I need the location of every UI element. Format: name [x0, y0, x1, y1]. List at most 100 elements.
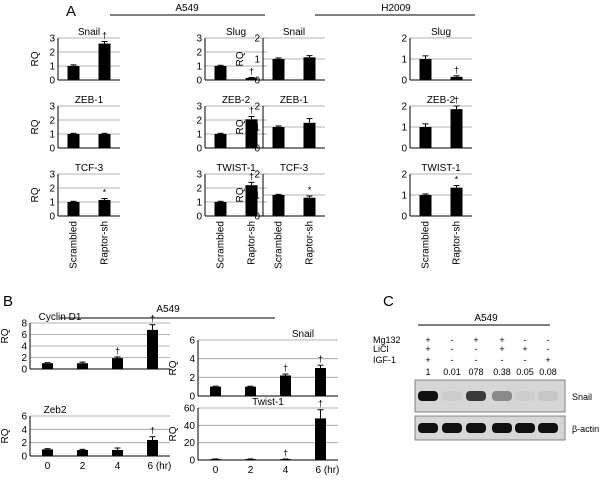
- panel-a-h2009-zeb-1-chart: 0 1 2 ZEB-1 RQ: [235, 95, 325, 155]
- panel-a-a549-slug-chart-tick-label: 3: [196, 34, 202, 45]
- panel-c-treatment-mark: -: [524, 335, 527, 345]
- panel-a-a549-tcf-3-chart-title: TCF-3: [75, 163, 104, 174]
- panel-a-a549-zeb-1-chart-tick-label: 2: [49, 116, 55, 127]
- panel-b-x-tick-label: 4: [283, 465, 289, 476]
- panel-b-cyclin-d1-chart-y-label: RQ: [0, 328, 11, 343]
- panel-a-a549-zeb-2-chart-tick-label: 1: [196, 130, 202, 141]
- panel-a-a549-zeb-2-chart-tick-label: 3: [196, 102, 202, 113]
- panel-a-a549-tcf-3-chart-tick-label: 1: [49, 198, 55, 209]
- panel-a-a549-zeb-2-chart-bar-1: [245, 119, 258, 148]
- panel-c-blot-band: [466, 423, 486, 433]
- panel-a-a549-slug-chart-tick-label: 2: [196, 48, 202, 59]
- panel-b-cyclin-d1-chart-tick-label: 8: [21, 319, 27, 330]
- panel-c-blot-band: [538, 391, 558, 401]
- panel-b-cyclin-d1-chart-tick-label: 6: [21, 330, 27, 341]
- panel-b-zeb2-chart-bar-1: [77, 450, 88, 456]
- panel-c-treatment-mark: +: [499, 335, 504, 345]
- panel-a-a549-zeb-1-chart-tick-label: 0: [49, 144, 55, 155]
- panel-a-a549-snail-chart-tick-label: 3: [49, 34, 55, 45]
- panel-a-a549-zeb-1-chart-tick-label: 3: [49, 102, 55, 113]
- panel-b-x-tick-label: 0: [45, 461, 51, 472]
- panel-b-snail-chart-tick-label: 2: [189, 373, 195, 384]
- panel-a-a549-twist-1-chart-tick-label: 1: [196, 198, 202, 209]
- panel-c-treatment-label: Mg132: [373, 335, 401, 345]
- panel-a-h2009-zeb-2-chart-tick-label: 0: [401, 144, 407, 155]
- panel-b-zeb2-chart-bar-3: [147, 440, 158, 456]
- panel-a-a549-tcf-3-chart-bar-1: [98, 199, 111, 216]
- panel-c-treatment-mark: +: [545, 355, 550, 365]
- panel-a-h2009-zeb-2-chart: 0 1 2 ZEB-2†: [401, 95, 472, 155]
- panel-b-x-tick-label: 2: [80, 461, 86, 472]
- panel-c-treatment-mark: -: [475, 344, 478, 354]
- panel-c-quant-value: 0.38: [493, 367, 511, 377]
- panel-a-a549-zeb-2-chart: 0 1 2 3 ZEB-2†: [196, 95, 267, 155]
- panel-a-a549-slug-chart-bar-1: [245, 77, 258, 80]
- panel-b-snail-chart-tick-label: 0: [189, 392, 195, 403]
- panel-a-a549-tcf-3-chart-significance-mark-1: *: [103, 188, 107, 198]
- panel-c-treatment-mark: -: [547, 344, 550, 354]
- panel-b-snail-chart-tick-label: 4: [189, 354, 195, 365]
- panel-a-h2009-zeb-2-chart-bar-1: [450, 109, 463, 148]
- panel-b-twist-1-chart-significance-mark-2: †: [283, 448, 288, 458]
- panel-b-zeb2-chart-y-label: RQ: [0, 428, 11, 443]
- panel-b-snail-chart-tick-label: 6: [189, 336, 195, 347]
- panel-b-header: A549: [156, 304, 180, 315]
- panel-a-h2009-slug-chart-significance-mark-1: †: [454, 65, 459, 75]
- panel-b-x-tick-label: 6 (hr): [148, 461, 172, 472]
- panel-b-snail-chart-bar-0: [210, 386, 221, 396]
- panel-c-treatment-mark: +: [425, 335, 430, 345]
- panel-b-twist-1-chart-tick-label: 20: [184, 438, 196, 449]
- panel-b-cyclin-d1-chart-bar-0: [42, 363, 53, 369]
- panel-b-snail-chart-y-label: RQ: [168, 360, 179, 375]
- panel-b-cyclin-d1-chart-bar-3: [147, 329, 158, 369]
- panel-b-zeb2-chart: 0 2 4 6 Zeb2 RQ †: [0, 405, 170, 463]
- panel-a-h2009-tcf-3-chart: 0 1 2 TCF-3 RQ *: [235, 163, 325, 223]
- panel-c-blot-band: [515, 423, 535, 433]
- panel-c-treatment-label: IGF-1: [373, 355, 396, 365]
- panel-b-twist-1-chart-tick-label: 60: [184, 404, 196, 415]
- panel-a-h2009-zeb-1-chart-bar-0: [272, 127, 285, 148]
- panel-a-h2009-x-tick-label: Raptor-sh: [452, 221, 463, 265]
- panel-b-cyclin-d1-chart-title: Cyclin D1: [39, 312, 82, 323]
- panel-b-cyclin-d1-chart-tick-label: 4: [21, 342, 27, 353]
- panel-a-h2009-twist-1-chart: 0 1 2 TWIST-1*: [401, 163, 472, 223]
- panel-a-a549-tcf-3-chart-tick-label: 3: [49, 170, 55, 181]
- panel-c-blot-band: [492, 391, 512, 401]
- panel-a-a549-zeb-1-chart-tick-label: 1: [49, 130, 55, 141]
- panel-a-h2009-tcf-3-chart-bar-0: [272, 195, 285, 216]
- panel-b-snail-chart: 0 2 4 6 Snail RQ † †: [168, 329, 338, 403]
- panel-a-a549-twist-1-chart-tick-label: 0: [196, 212, 202, 223]
- panel-a-a549-tcf-3-chart-y-label: RQ: [30, 187, 41, 202]
- panel-a-a549-twist-1-chart-tick-label: 2: [196, 184, 202, 195]
- panel-b-zeb2-chart-title: Zeb2: [44, 405, 67, 416]
- panel-b-twist-1-chart-y-label: RQ: [168, 426, 179, 441]
- panel-a-a549-twist-1-chart-title: TWIST-1: [216, 163, 256, 174]
- panel-a-a549-header: A549: [175, 3, 199, 14]
- panel-c-blot-label: Snail: [572, 392, 592, 402]
- panel-b-zeb2-chart-tick-label: 4: [21, 425, 27, 436]
- panel-c-treatment-mark: +: [522, 344, 527, 354]
- panel-a-h2009-zeb-1-chart-y-label: RQ: [235, 119, 246, 134]
- panel-a-a549-zeb-1-chart-bar-1: [98, 134, 111, 148]
- panel-c-quant-value: 0.01: [443, 367, 461, 377]
- panel-c-quant-value: 0.05: [516, 367, 534, 377]
- panel-c-treatment-mark: -: [451, 355, 454, 365]
- panel-c-content: Mg132 + - + + - -LiCl + - - + + -IGF-1 + - - - - +1 0.01 078…: [373, 335, 599, 441]
- panel-a-a549-snail-chart-y-label: RQ: [30, 51, 41, 66]
- panel-a-h2009-tcf-3-chart-tick-label: 0: [254, 212, 260, 223]
- panel-c-blot-label: β-actin: [572, 424, 599, 434]
- panel-c-blot-band: [466, 391, 486, 401]
- panel-a-a549-snail-chart-title: Snail: [78, 27, 100, 38]
- panel-b-twist-1-chart: 0 20 40 60 Twist-1 RQ † †: [168, 397, 338, 467]
- panel-b-cyclin-d1-chart-significance-mark-3: †: [150, 314, 155, 324]
- panel-a-a549-zeb-1-chart-title: ZEB-1: [75, 95, 104, 106]
- panel-a-h2009-zeb-2-chart-significance-mark-1: †: [454, 95, 459, 105]
- panel-c-treatment-mark: -: [475, 355, 478, 365]
- panel-a-a549-tcf-3-chart-tick-label: 0: [49, 212, 55, 223]
- panel-c-quant-value: 0.08: [539, 367, 557, 377]
- panel-a-h2009-snail-chart-y-label: RQ: [235, 51, 246, 66]
- panel-b-cyclin-d1-chart-significance-mark-2: †: [115, 346, 120, 356]
